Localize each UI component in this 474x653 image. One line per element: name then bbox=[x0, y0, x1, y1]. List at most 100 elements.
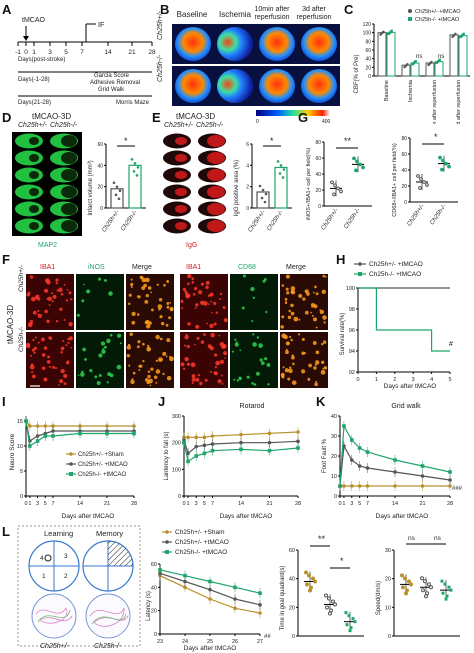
series-point bbox=[158, 568, 162, 572]
x-label: Ch25h-/- bbox=[120, 210, 138, 233]
x-tick-label: 14 bbox=[238, 501, 244, 507]
cell bbox=[233, 378, 236, 381]
x-tick-label: 5 bbox=[203, 501, 206, 507]
cell bbox=[219, 298, 221, 300]
cell bbox=[65, 344, 68, 347]
cell bbox=[191, 377, 196, 382]
cell bbox=[184, 344, 187, 347]
series-line bbox=[339, 423, 451, 487]
c-point bbox=[382, 30, 385, 33]
cell bbox=[41, 337, 45, 342]
cell bbox=[144, 320, 149, 325]
l-sig-hash: ## bbox=[264, 634, 271, 640]
cell bbox=[321, 342, 324, 346]
cell bbox=[60, 350, 63, 354]
task-gridwalk: Grid Walk bbox=[98, 87, 125, 93]
c-point bbox=[430, 60, 433, 64]
y-tick-label: 60 bbox=[289, 548, 295, 554]
scatter-point bbox=[345, 623, 349, 627]
x-tick-label: 1 bbox=[342, 501, 345, 507]
j-title: Rotarod bbox=[240, 403, 265, 410]
d-infarct bbox=[29, 222, 39, 230]
cell bbox=[35, 294, 40, 299]
cell bbox=[221, 382, 224, 385]
cell bbox=[146, 380, 151, 385]
cell bbox=[209, 323, 214, 329]
e-igg-area bbox=[207, 203, 225, 215]
d-infarct bbox=[29, 188, 39, 196]
y-tick-label: 100 bbox=[346, 286, 355, 292]
panel-label-k: K bbox=[316, 394, 326, 409]
cell bbox=[323, 366, 328, 370]
scatter-point bbox=[354, 168, 358, 173]
cell bbox=[311, 314, 314, 317]
panel-label-c: C bbox=[344, 2, 354, 17]
cell bbox=[290, 289, 296, 295]
scatter-point bbox=[358, 162, 362, 167]
series-point bbox=[202, 451, 207, 456]
cell bbox=[267, 383, 270, 386]
cell bbox=[162, 351, 167, 356]
cell bbox=[236, 379, 240, 382]
cell bbox=[136, 345, 140, 349]
e-igg-area bbox=[175, 171, 187, 179]
series-point bbox=[186, 435, 190, 440]
cell bbox=[128, 293, 132, 297]
cell bbox=[285, 348, 288, 351]
x-tick-label: 5 bbox=[448, 377, 451, 383]
x-tick-label: 2 bbox=[393, 377, 396, 383]
x-label: Ch25h-/- bbox=[343, 208, 361, 231]
cell bbox=[155, 334, 160, 340]
i-legend-sham: Ch25h+/- +Sham bbox=[78, 452, 124, 458]
cell bbox=[264, 357, 268, 361]
c-y-tick-label: 80 bbox=[365, 39, 371, 45]
cell bbox=[132, 371, 136, 375]
series-point bbox=[296, 430, 300, 434]
scatter-point bbox=[308, 588, 312, 593]
cell bbox=[282, 366, 285, 369]
d-col-het: Ch25h+/- bbox=[18, 122, 47, 129]
series-point bbox=[342, 484, 346, 488]
j-ylabel: Lantency to fall (s) bbox=[164, 431, 170, 480]
cell bbox=[159, 315, 163, 319]
cell bbox=[77, 374, 80, 377]
panel-label-g: G bbox=[298, 110, 309, 125]
cell bbox=[315, 380, 318, 383]
cell bbox=[155, 369, 161, 374]
series-point bbox=[202, 443, 207, 448]
timeline-tick-label: 21 bbox=[128, 49, 136, 56]
bar-point bbox=[132, 170, 136, 173]
e-igg-area bbox=[175, 205, 187, 213]
y-tick-label: 20 bbox=[401, 184, 407, 190]
cell bbox=[107, 372, 112, 377]
h-legend: Ch25h+/- +tMCAO Ch25h-/- +tMCAO bbox=[354, 261, 423, 278]
cell bbox=[48, 336, 51, 339]
scatter-point bbox=[347, 614, 351, 618]
y-tick-label: 300 bbox=[172, 414, 181, 420]
cell bbox=[89, 368, 93, 373]
e-col-ko: Ch25h-/- bbox=[196, 122, 224, 129]
c-y-tick-label: 120 bbox=[363, 22, 372, 28]
cell bbox=[195, 303, 199, 307]
scatter-point bbox=[333, 602, 337, 607]
cell bbox=[83, 283, 85, 286]
cell bbox=[322, 315, 327, 320]
cell bbox=[210, 300, 213, 303]
cell bbox=[59, 379, 64, 384]
cell bbox=[239, 349, 242, 352]
y-tick-label: 0 bbox=[404, 200, 407, 206]
cell bbox=[126, 345, 131, 350]
cell bbox=[291, 380, 297, 385]
cell bbox=[142, 342, 145, 346]
cell bbox=[311, 306, 314, 308]
series-point bbox=[210, 448, 215, 453]
x-tick-label: 26 bbox=[232, 639, 238, 645]
scatter-point bbox=[449, 588, 453, 592]
cell bbox=[148, 347, 151, 350]
cell bbox=[96, 381, 101, 386]
bar-point bbox=[133, 162, 137, 165]
l-legend-sham: Ch25h+/- +Sham bbox=[175, 529, 225, 536]
scatter-point bbox=[444, 597, 448, 601]
cell bbox=[224, 357, 227, 359]
